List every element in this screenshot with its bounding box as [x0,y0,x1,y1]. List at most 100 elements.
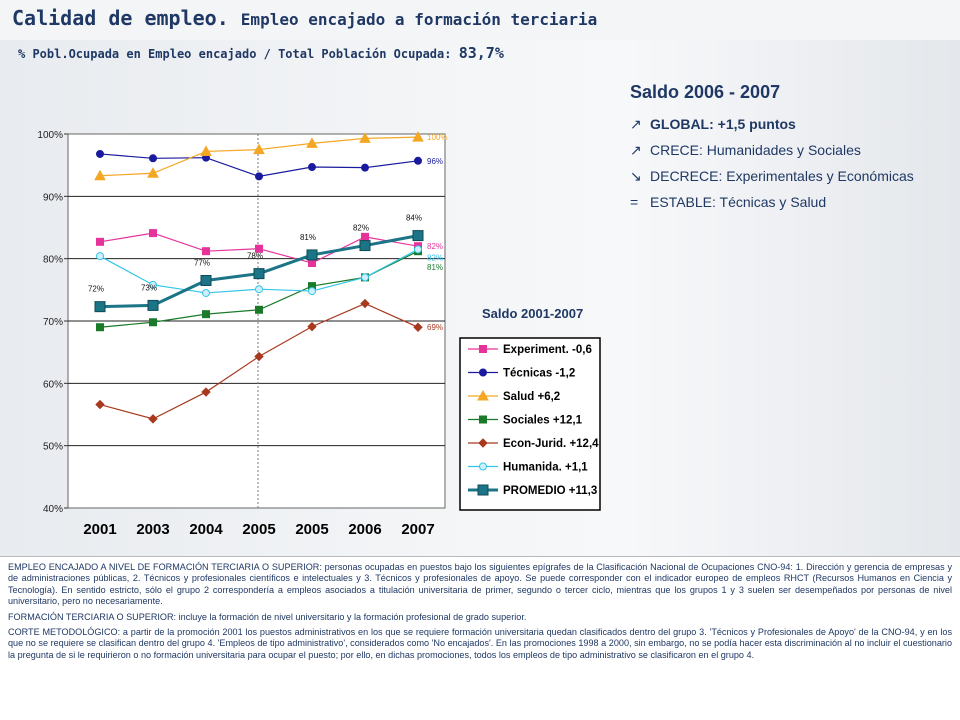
data-point [202,310,210,319]
saldo-title: Saldo 2006 - 2007 [630,82,781,102]
data-point [308,287,316,296]
data-point [96,149,104,158]
y-tick-label: 90% [43,192,63,203]
footnotes: EMPLEO ENCAJADO A NIVEL DE FORMACIÓN TER… [0,556,960,720]
data-point [308,163,316,172]
data-point [306,249,318,261]
data-point [361,232,369,241]
x-tick-label: 2004 [189,521,223,538]
saldo-item: ↗ CRECE: Humanidades y Sociales [630,137,960,163]
data-point [413,322,423,332]
y-tick-label: 50% [43,442,63,453]
y-tick-label: 60% [43,379,63,390]
end-label: 100% [427,133,447,142]
saldo-item: ↗ GLOBAL: +1,5 puntos [630,111,960,137]
data-label: 84% [406,214,422,223]
end-label: 96% [427,157,443,166]
end-label: 69% [427,323,443,332]
data-label: 77% [194,258,210,267]
series-group [94,230,424,313]
data-label: 72% [88,285,104,294]
saldo-item-label: ESTABLE: Técnicas y Salud [650,194,827,210]
saldo-item-label: DECRECE: Experimentales y Económicas [650,168,914,184]
data-point [253,268,265,280]
data-point [149,280,157,289]
legend-label: Experiment. -0,6 [503,344,592,356]
data-point [202,288,210,297]
x-tick-label: 2005 [295,521,328,538]
legend-swatch-marker [478,438,488,448]
saldo-list: ↗ GLOBAL: +1,5 puntos ↗ CRECE: Humanidades … [630,111,960,215]
y-tick-label: 80% [43,255,63,266]
legend-item: Humanida. +1,1 [468,462,588,474]
legend-item: Sociales +12,1 [468,415,583,427]
saldo-item-label: GLOBAL: +1,5 puntos [650,116,796,132]
data-point [96,323,104,332]
x-tick-label: 2001 [83,521,116,538]
subtitle: % Pobl.Ocupada en Empleo encajado / Tota… [18,44,504,62]
data-point [359,240,371,252]
data-point [149,154,157,163]
arrow-up-icon: ↗ [630,116,642,132]
legend-label: Econ-Jurid. +12,4 [503,438,599,450]
data-point [360,298,370,309]
end-label: 81% [427,263,443,272]
legend-swatch-marker [479,462,487,471]
data-point [361,163,369,172]
saldo-panel: Saldo 2006 - 2007 ↗ GLOBAL: +1,5 puntos ↗ C… [630,82,960,215]
x-tick-label: 2003 [136,521,169,538]
note-empleo: EMPLEO ENCAJADO A NIVEL DE FORMACIÓN TER… [8,562,952,607]
x-tick-label: 2007 [401,521,434,538]
title-bar: Calidad de empleo. Empleo encajado a for… [0,0,960,40]
series-group [94,131,424,181]
data-point [414,156,422,165]
legend-item: Salud +6,2 [468,389,560,403]
data-point [200,274,212,286]
data-point [254,351,264,362]
legend-label: Técnicas -1,2 [503,368,575,380]
saldo-item-label: CRECE: Humanidades y Sociales [650,142,861,158]
data-point [412,131,424,142]
legend-item: PROMEDIO +11,3 [468,484,597,497]
data-point [307,321,317,332]
equals-icon: = [630,194,639,210]
note-formacion: FORMACIÓN TERCIARIA O SUPERIOR: incluye … [8,611,527,622]
saldo-item: = ESTABLE: Técnicas y Salud [630,189,960,215]
legend: Experiment. -0,6 Técnicas -1,2 Salud +6,2 S… [459,337,601,511]
data-point [361,273,369,282]
series-group [96,229,422,268]
title-main: Calidad de empleo. [12,6,229,30]
data-point [94,169,106,181]
data-point [96,237,104,246]
data-point [96,252,104,261]
legend-item: Técnicas -1,2 [468,368,575,380]
line-chart: 40% 50% 60% 70% 80% 90% 100% 2001 2003 2004 2005 20… [37,130,601,538]
data-point [359,132,371,143]
data-point [253,143,265,155]
data-point [95,399,105,410]
legend-label: Humanida. +1,1 [503,462,588,474]
data-point [149,318,157,327]
note-corte: CORTE METODOLÓGICO: a partir de la promo… [8,627,952,660]
data-point [414,245,422,254]
data-point [255,244,263,253]
legend-swatch-marker [479,345,487,353]
page-title: Calidad de empleo. Empleo encajado a for… [12,6,597,30]
data-point [149,229,157,238]
saldo-item: ↘ DECRECE: Experimentales y Económicas [630,163,960,189]
data-point [147,167,159,178]
data-point [94,301,106,313]
legend-item: Econ-Jurid. +12,4 [468,438,599,450]
legend-swatch-marker [479,415,487,424]
data-point [201,387,211,397]
saldo-period-label: Saldo 2001-2007 [482,306,584,321]
legend-swatch-marker [479,368,487,377]
subtitle-value: 83,7% [458,44,504,62]
title-sub: Empleo encajado a formación terciaria [240,10,598,29]
legend-label: Salud +6,2 [503,391,560,403]
data-point [255,172,263,181]
legend-label: Sociales +12,1 [503,415,583,427]
data-point [306,137,318,148]
legend-label: PROMEDIO +11,3 [503,485,597,497]
legend-item: Experiment. -0,6 [468,344,592,356]
